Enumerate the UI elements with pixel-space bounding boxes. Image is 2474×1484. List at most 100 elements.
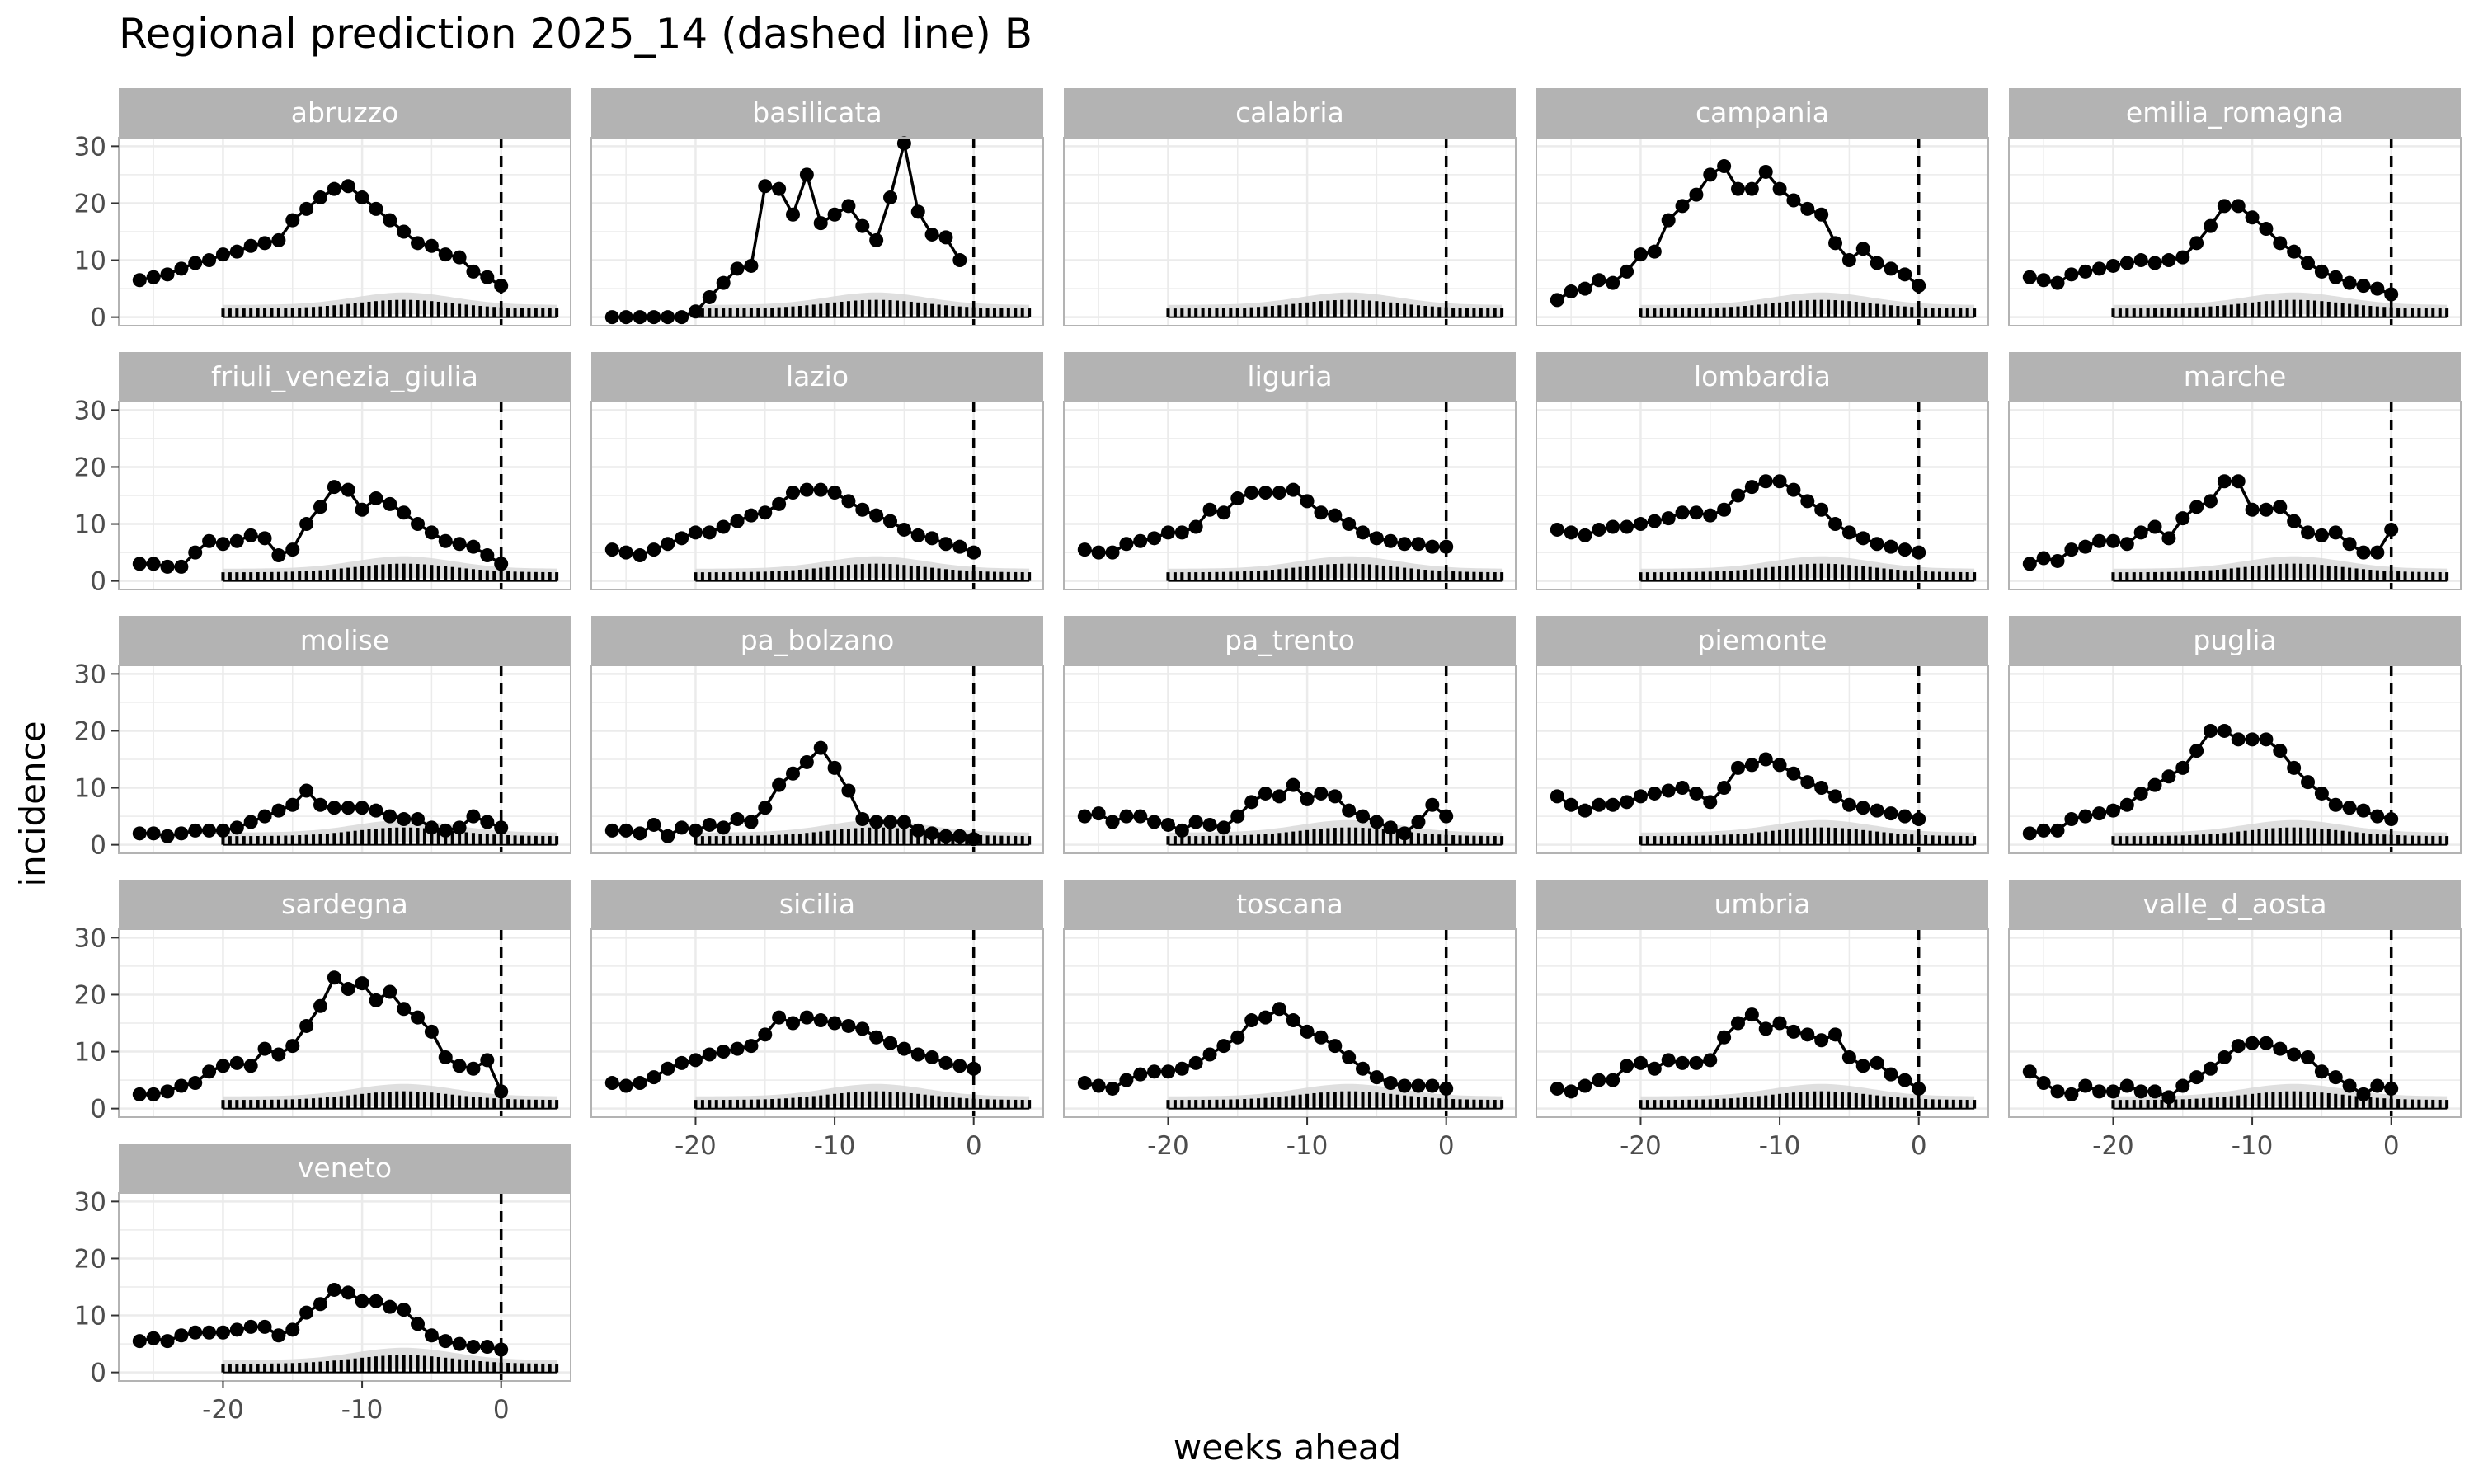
facet-panels: abruzzo 0 10 20 30 basilicata calabria campania… xyxy=(74,88,2462,1425)
observed-point xyxy=(1898,542,1912,557)
observed-point xyxy=(2328,525,2343,540)
observed-point xyxy=(2203,723,2218,738)
observed-point xyxy=(160,559,175,574)
observed-point xyxy=(1647,786,1662,801)
observed-point xyxy=(229,820,244,835)
observed-point xyxy=(2036,551,2051,566)
observed-point xyxy=(1564,797,1578,812)
observed-point xyxy=(924,227,939,242)
observed-point xyxy=(1772,758,1787,773)
observed-point xyxy=(1258,486,1272,500)
observed-point xyxy=(215,1325,230,1340)
observed-point xyxy=(1272,789,1286,804)
observed-point xyxy=(2245,1036,2260,1050)
observed-point xyxy=(313,190,327,205)
observed-point xyxy=(1689,505,1704,520)
facet-strip-label: lazio xyxy=(786,360,849,392)
observed-point xyxy=(1870,1055,1884,1070)
facet-strip-label: lombardia xyxy=(1694,360,1831,392)
observed-point xyxy=(910,204,925,219)
observed-point xyxy=(1383,533,1398,548)
observed-point xyxy=(661,310,675,325)
observed-point xyxy=(2287,1047,2302,1062)
observed-point xyxy=(2259,502,2274,517)
observed-point xyxy=(1244,795,1259,810)
observed-point xyxy=(188,823,203,838)
x-tick-label: -10 xyxy=(2232,1131,2274,1161)
observed-point xyxy=(2342,801,2357,815)
observed-point xyxy=(2092,806,2107,821)
x-tick-label: 0 xyxy=(1911,1131,1927,1161)
observed-point xyxy=(1314,786,1329,801)
observed-point xyxy=(799,1010,814,1025)
observed-point xyxy=(2022,556,2037,571)
observed-point xyxy=(1383,820,1398,835)
observed-point xyxy=(285,542,300,557)
observed-point xyxy=(174,826,189,841)
observed-point xyxy=(146,270,161,284)
facet-strip xyxy=(119,880,571,929)
observed-point xyxy=(1786,482,1801,497)
observed-point xyxy=(938,829,953,843)
observed-point xyxy=(411,812,426,827)
observed-point xyxy=(1814,502,1829,517)
observed-point xyxy=(1411,537,1426,552)
facet-strip xyxy=(2009,352,2461,402)
observed-point xyxy=(480,1340,495,1355)
observed-point xyxy=(355,190,369,205)
panel-border xyxy=(590,665,1044,854)
observed-point xyxy=(2092,261,2107,276)
facet-strip-label: sicilia xyxy=(779,888,855,920)
observed-point xyxy=(1105,815,1120,829)
observed-point xyxy=(271,232,286,247)
observed-point xyxy=(132,556,147,571)
observed-point xyxy=(438,533,453,548)
x-tick-label: 0 xyxy=(2383,1131,2400,1161)
observed-point xyxy=(1439,1081,1454,1096)
forecast-trajectories xyxy=(2111,299,2449,318)
observed-point xyxy=(647,817,661,832)
observed-point xyxy=(452,1059,467,1073)
observed-point xyxy=(1856,531,1870,546)
observed-point xyxy=(730,812,745,827)
observed-point xyxy=(883,514,898,528)
observed-point xyxy=(1703,1053,1718,1068)
observed-point xyxy=(2133,786,2148,801)
observed-point xyxy=(1675,199,1690,214)
observed-point xyxy=(1884,539,1898,554)
facet-strip xyxy=(1064,352,1516,402)
observed-point xyxy=(1174,1061,1189,1076)
observed-point xyxy=(1786,193,1801,208)
observed-point xyxy=(132,273,147,288)
facet-strip-label: marche xyxy=(2184,360,2287,392)
observed-point xyxy=(188,1076,203,1091)
observed-point xyxy=(855,1021,870,1036)
observed-point xyxy=(1689,1055,1704,1070)
observed-point xyxy=(369,993,383,1007)
observed-point xyxy=(397,1303,412,1317)
observed-point xyxy=(243,1319,258,1334)
observed-point xyxy=(1272,1002,1286,1017)
observed-point xyxy=(299,201,314,216)
observed-point xyxy=(1800,494,1815,509)
observed-point xyxy=(1675,781,1690,796)
observed-point xyxy=(1606,1073,1620,1087)
observed-point xyxy=(1717,502,1732,517)
observed-point xyxy=(2133,1084,2148,1099)
observed-point xyxy=(466,539,481,554)
observed-point xyxy=(2133,253,2148,268)
x-tick-label: -10 xyxy=(1286,1131,1329,1161)
observed-point xyxy=(675,1055,689,1070)
observed-point xyxy=(369,1294,383,1308)
observed-point xyxy=(2050,1084,2065,1099)
observed-point xyxy=(1328,1039,1343,1054)
observed-point xyxy=(1620,1059,1634,1073)
observed-point xyxy=(2301,775,2316,790)
facet-strip-label: puglia xyxy=(2193,624,2276,656)
observed-point xyxy=(661,829,675,843)
observed-point xyxy=(1550,522,1564,537)
observed-point xyxy=(243,528,258,542)
observed-point xyxy=(967,1061,981,1076)
observed-point xyxy=(1661,783,1676,798)
observed-point xyxy=(758,179,773,194)
